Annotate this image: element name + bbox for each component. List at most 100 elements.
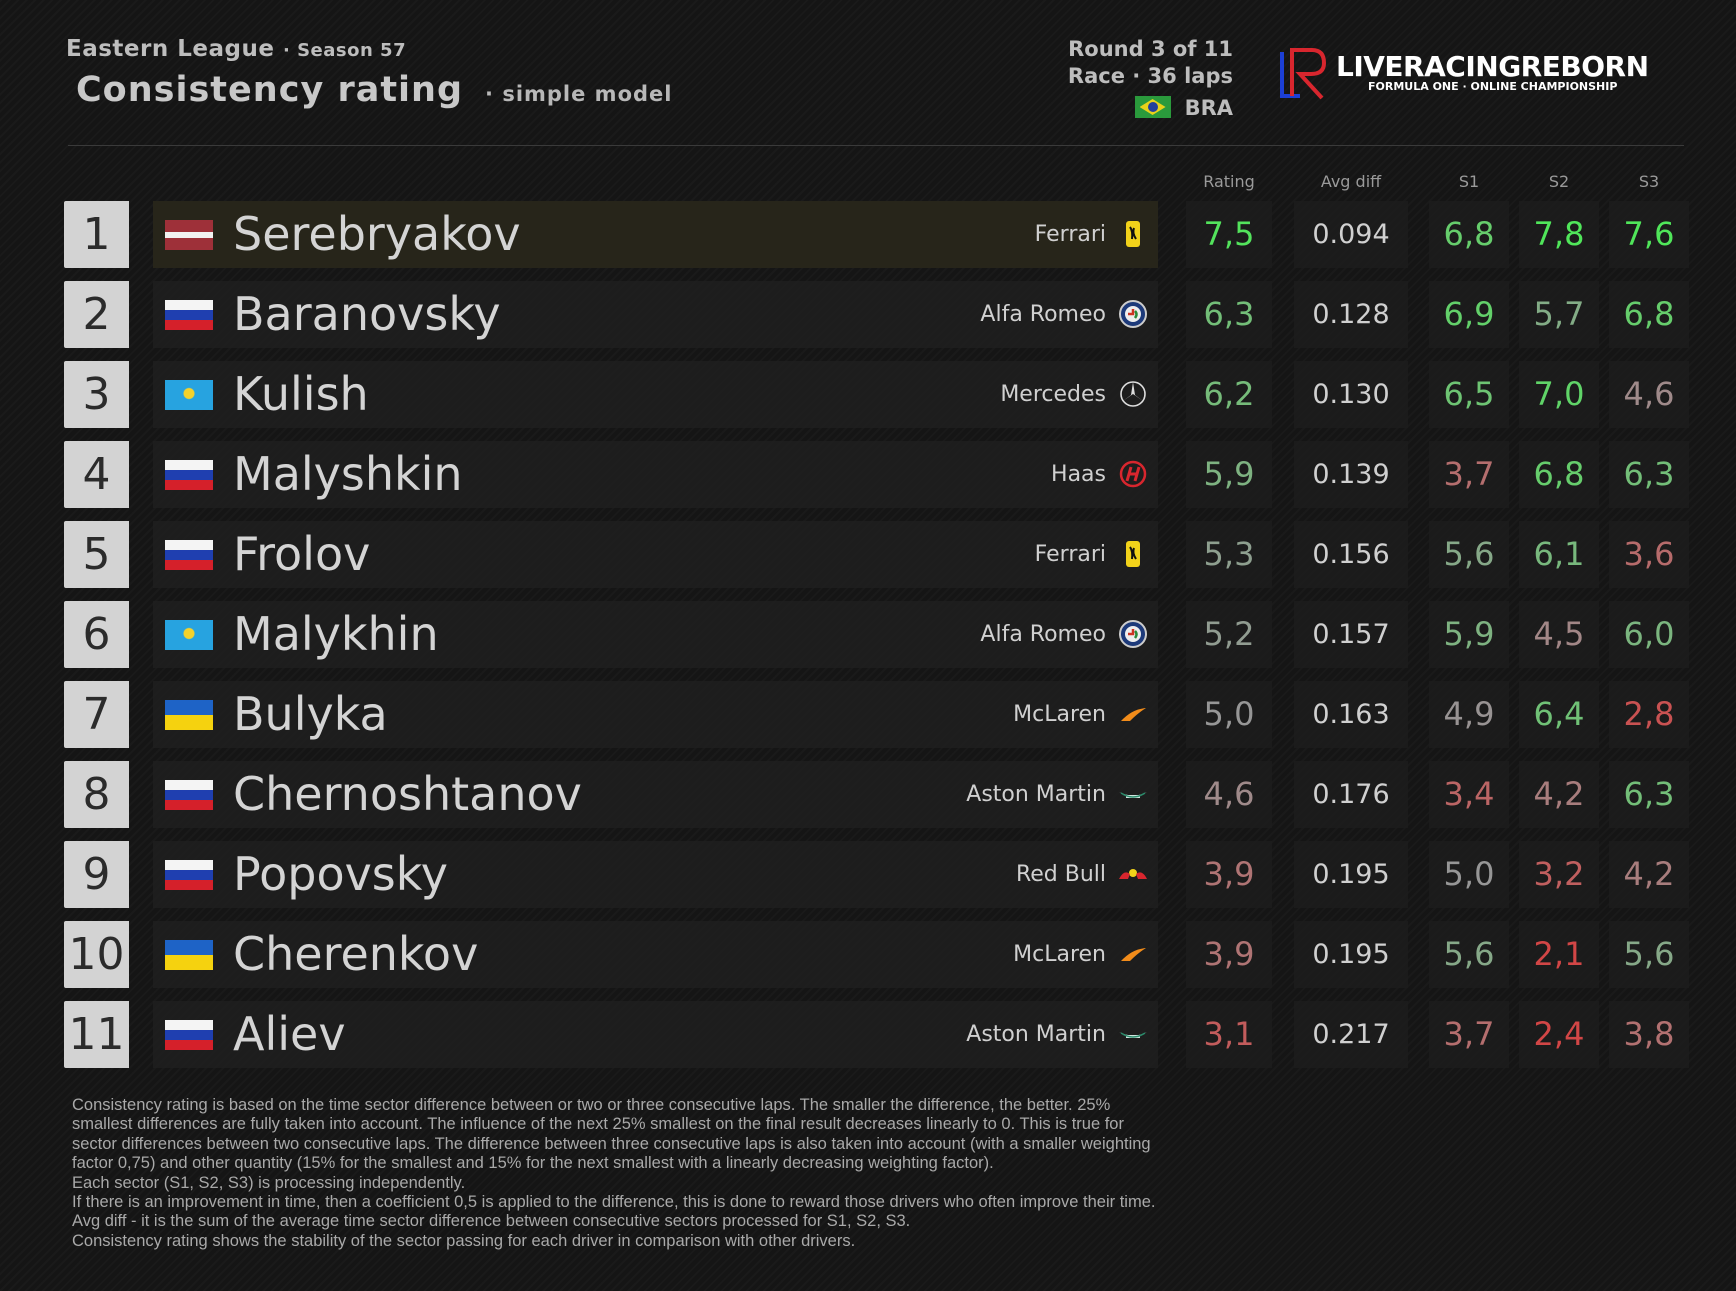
driver-panel bbox=[153, 841, 1158, 908]
s3-value: 4,6 bbox=[1609, 361, 1689, 428]
driver-panel bbox=[153, 361, 1158, 428]
position: 4 bbox=[64, 441, 129, 508]
team-name: Red Bull bbox=[1015, 862, 1106, 887]
driver-flag bbox=[165, 1020, 213, 1050]
s1-value: 4,9 bbox=[1429, 681, 1509, 748]
s2-value: 2,4 bbox=[1519, 1001, 1599, 1068]
team-logo bbox=[1120, 381, 1146, 407]
position: 2 bbox=[64, 281, 129, 348]
s1-value: 5,9 bbox=[1429, 601, 1509, 668]
driver-panel bbox=[153, 761, 1158, 828]
team-name: Aston Martin bbox=[966, 1022, 1106, 1047]
s2-value: 7,8 bbox=[1519, 201, 1599, 268]
country-line: BRA bbox=[1134, 96, 1233, 120]
avg-diff-value: 0.195 bbox=[1294, 921, 1408, 988]
s1-value: 6,8 bbox=[1429, 201, 1509, 268]
driver-name: Chernoshtanov bbox=[233, 767, 582, 821]
column-header: S3 bbox=[1638, 172, 1660, 191]
s3-value: 6,0 bbox=[1609, 601, 1689, 668]
avg-diff-value: 0.157 bbox=[1294, 601, 1408, 668]
rating-value: 7,5 bbox=[1186, 201, 1272, 268]
s3-value: 6,8 bbox=[1609, 281, 1689, 348]
s1-value: 3,7 bbox=[1429, 441, 1509, 508]
team-name: McLaren bbox=[1013, 702, 1106, 727]
note-line: sector differences between two consecuti… bbox=[72, 1134, 1151, 1153]
s3-value: 3,6 bbox=[1609, 521, 1689, 588]
driver-flag bbox=[165, 780, 213, 810]
season: · Season 57 bbox=[282, 40, 407, 61]
driver-name: Serebryakov bbox=[233, 207, 521, 261]
note-line: If there is an improvement in time, then… bbox=[72, 1193, 1156, 1212]
avg-diff-value: 0.128 bbox=[1294, 281, 1408, 348]
note-line: Consistency rating is based on the time … bbox=[72, 1096, 1111, 1114]
column-header: Avg diff bbox=[1320, 172, 1382, 191]
driver-name: Cherenkov bbox=[233, 927, 479, 981]
position: 7 bbox=[64, 681, 129, 748]
rating-value: 4,6 bbox=[1186, 761, 1272, 828]
column-header: S1 bbox=[1458, 172, 1480, 191]
s2-value: 7,0 bbox=[1519, 361, 1599, 428]
note-line: factor 0,75) and other quantity (15% for… bbox=[72, 1154, 994, 1173]
driver-flag bbox=[165, 700, 213, 730]
driver-flag bbox=[165, 860, 213, 890]
driver-panel bbox=[153, 281, 1158, 348]
rating-value: 3,9 bbox=[1186, 921, 1272, 988]
driver-name: Aliev bbox=[233, 1007, 346, 1061]
driver-panel bbox=[153, 921, 1158, 988]
driver-flag bbox=[165, 220, 213, 250]
title-line: Consistency rating · simple model bbox=[76, 70, 672, 110]
team-logo bbox=[1126, 541, 1140, 567]
driver-panel bbox=[153, 1001, 1158, 1068]
rating-value: 5,9 bbox=[1186, 441, 1272, 508]
team-logo bbox=[1121, 708, 1146, 721]
country-flag bbox=[1134, 96, 1171, 118]
avg-diff-value: 0.094 bbox=[1294, 201, 1408, 268]
rating-value: 6,3 bbox=[1186, 281, 1272, 348]
s3-value: 3,8 bbox=[1609, 1001, 1689, 1068]
divider bbox=[68, 145, 1684, 146]
driver-panel bbox=[153, 201, 1158, 268]
position: 6 bbox=[64, 601, 129, 668]
team-name: Haas bbox=[1051, 462, 1106, 487]
logo-mark bbox=[1280, 48, 1327, 100]
league-line: Eastern League · Season 57 bbox=[66, 36, 406, 62]
logo-name: LIVERACINGREBORN bbox=[1336, 50, 1649, 83]
s2-value: 5,7 bbox=[1519, 281, 1599, 348]
s1-value: 5,0 bbox=[1429, 841, 1509, 908]
s2-value: 2,1 bbox=[1519, 921, 1599, 988]
rating-value: 5,2 bbox=[1186, 601, 1272, 668]
s1-value: 3,4 bbox=[1429, 761, 1509, 828]
avg-diff-value: 0.176 bbox=[1294, 761, 1408, 828]
driver-name: Malykhin bbox=[233, 607, 439, 661]
driver-name: Bulyka bbox=[233, 687, 388, 741]
driver-flag bbox=[165, 540, 213, 570]
team-logo bbox=[1121, 948, 1146, 961]
subtitle: · simple model bbox=[485, 82, 673, 106]
rating-value: 3,1 bbox=[1186, 1001, 1272, 1068]
note-line: smallest differences are fully taken int… bbox=[72, 1115, 1124, 1134]
avg-diff-value: 0.139 bbox=[1294, 441, 1408, 508]
driver-name: Malyshkin bbox=[233, 447, 463, 501]
team-name: Alfa Romeo bbox=[980, 302, 1106, 327]
driver-panel bbox=[153, 441, 1158, 508]
team-logo bbox=[1119, 620, 1147, 648]
s1-value: 5,6 bbox=[1429, 921, 1509, 988]
s3-value: 4,2 bbox=[1609, 841, 1689, 908]
avg-diff-value: 0.130 bbox=[1294, 361, 1408, 428]
s1-value: 6,9 bbox=[1429, 281, 1509, 348]
position: 10 bbox=[64, 921, 129, 988]
team-name: Ferrari bbox=[1034, 222, 1106, 247]
team-name: Aston Martin bbox=[966, 782, 1106, 807]
team-name: Mercedes bbox=[1000, 382, 1106, 407]
team-logo bbox=[1119, 1032, 1147, 1038]
rating-value: 5,3 bbox=[1186, 521, 1272, 588]
logo-tagline: FORMULA ONE · ONLINE CHAMPIONSHIP bbox=[1368, 80, 1618, 93]
s3-value: 5,6 bbox=[1609, 921, 1689, 988]
s2-value: 6,4 bbox=[1519, 681, 1599, 748]
s2-value: 6,8 bbox=[1519, 441, 1599, 508]
driver-panel bbox=[153, 601, 1158, 668]
avg-diff-value: 0.156 bbox=[1294, 521, 1408, 588]
position: 5 bbox=[64, 521, 129, 588]
rating-value: 5,0 bbox=[1186, 681, 1272, 748]
rating-value: 6,2 bbox=[1186, 361, 1272, 428]
